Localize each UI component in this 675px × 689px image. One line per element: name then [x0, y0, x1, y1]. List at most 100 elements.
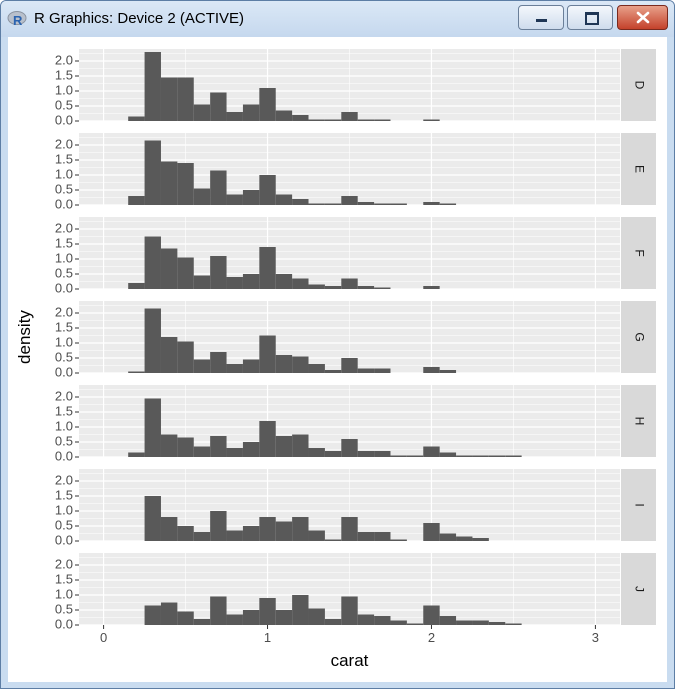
histogram-bar — [292, 278, 309, 289]
histogram-bar — [242, 526, 260, 541]
r-logo-icon: R — [7, 11, 27, 28]
histogram-bar — [308, 119, 325, 121]
histogram-bar — [226, 194, 243, 205]
histogram-bar — [505, 455, 522, 457]
facet-strip — [621, 217, 656, 289]
histogram-bar — [406, 455, 424, 457]
histogram-bar — [275, 521, 293, 541]
histogram-bar — [341, 517, 358, 541]
histogram-bar — [177, 611, 194, 625]
histogram-bar — [357, 202, 375, 205]
histogram-bar — [308, 530, 325, 541]
histogram-bar — [456, 536, 473, 541]
facet-panel-d: D 0.00.51.01.52.0 — [55, 49, 656, 127]
histogram-bar — [308, 284, 325, 289]
histogram-bar — [226, 530, 243, 541]
histogram-bar — [160, 602, 178, 625]
histogram-bar — [193, 619, 211, 625]
histogram-bar — [292, 517, 309, 541]
histogram-bar — [423, 119, 440, 121]
histogram-bar — [374, 203, 391, 205]
histogram-bar — [144, 236, 161, 289]
histogram-bar — [177, 77, 194, 121]
histogram-bar — [177, 526, 194, 541]
histogram-bar — [423, 605, 440, 625]
facet-panel-g: G 0.00.51.01.52.0 — [55, 301, 656, 379]
histogram-bar — [324, 370, 342, 373]
histogram-bar — [324, 539, 342, 541]
histogram-bar — [226, 364, 243, 373]
histogram-bar — [160, 248, 178, 289]
histogram-bar — [177, 163, 194, 205]
histogram-bar — [341, 439, 358, 457]
y-tick-label: 1.5 — [55, 571, 73, 586]
histogram-bar — [488, 455, 506, 457]
facet-panel-h: H 0.00.51.01.52.0 — [55, 385, 656, 463]
y-tick-label: 2.0 — [55, 52, 73, 67]
histogram-bar — [259, 247, 276, 289]
histogram-bar — [423, 286, 440, 289]
y-tick-label: 0.0 — [55, 364, 73, 379]
y-tick-label: 2.0 — [55, 304, 73, 319]
histogram-bar — [423, 523, 440, 541]
y-tick-label: 0.5 — [55, 97, 73, 112]
histogram-bar — [259, 88, 276, 121]
histogram-bar — [324, 286, 342, 289]
histogram-bar — [374, 119, 391, 121]
histogram-bar — [144, 308, 161, 373]
histogram-bar — [292, 115, 309, 121]
y-tick-label: 1.5 — [55, 487, 73, 502]
histogram-bar — [357, 614, 375, 625]
histogram-bar — [423, 367, 440, 373]
y-tick-label: 0.0 — [55, 532, 73, 547]
histogram-bar — [439, 616, 457, 625]
histogram-bar — [210, 170, 227, 205]
histogram-bar — [193, 188, 211, 205]
histogram-bar — [456, 620, 473, 625]
y-tick-label: 1.0 — [55, 250, 73, 265]
histogram-bar — [472, 620, 489, 625]
facet-strip — [621, 49, 656, 121]
title-bar[interactable]: R R Graphics: Device 2 (ACTIVE) — [1, 1, 674, 37]
histogram-bar — [128, 452, 145, 457]
close-button[interactable] — [617, 5, 668, 30]
facet-panel-i: I 0.00.51.01.52.0 — [55, 469, 656, 547]
y-tick-label: 2.0 — [55, 388, 73, 403]
histogram-bar — [308, 203, 325, 205]
x-tick-label: 3 — [592, 630, 599, 645]
y-tick-label: 1.0 — [55, 334, 73, 349]
histogram-bar — [259, 335, 276, 373]
histogram-bar — [128, 283, 145, 289]
histogram-bar — [324, 451, 342, 457]
facet-strip — [621, 385, 656, 457]
facet-strip — [621, 301, 656, 373]
histogram-bar — [177, 437, 194, 457]
y-tick-label: 1.5 — [55, 319, 73, 334]
facet-strip-label: F — [632, 249, 646, 256]
histogram-bar — [193, 275, 211, 289]
histogram-bar — [439, 370, 457, 373]
window-title: R Graphics: Device 2 (ACTIVE) — [34, 10, 245, 27]
histogram-bar — [341, 112, 358, 121]
y-tick-label: 0.5 — [55, 265, 73, 280]
y-tick-label: 1.0 — [55, 82, 73, 97]
histogram-bar — [341, 196, 358, 205]
histogram-bar — [275, 610, 293, 625]
histogram-bar — [390, 620, 407, 625]
y-tick-label: 2.0 — [55, 556, 73, 571]
y-tick-label: 1.5 — [55, 151, 73, 166]
histogram-bar — [210, 436, 227, 457]
maximize-button[interactable] — [567, 5, 613, 30]
histogram-bar — [390, 539, 407, 541]
histogram-bar — [505, 623, 522, 625]
histogram-bar — [439, 203, 457, 205]
facet-strip-label: H — [632, 417, 646, 426]
histogram-bar — [439, 452, 457, 457]
minimize-button[interactable] — [518, 5, 564, 30]
r-logo-letter: R — [13, 13, 23, 28]
histogram-bar — [160, 434, 178, 457]
histogram-bar — [374, 616, 391, 625]
histogram-bar — [193, 359, 211, 373]
facet-panel-j: J 0.00.51.01.52.0 — [55, 553, 656, 631]
